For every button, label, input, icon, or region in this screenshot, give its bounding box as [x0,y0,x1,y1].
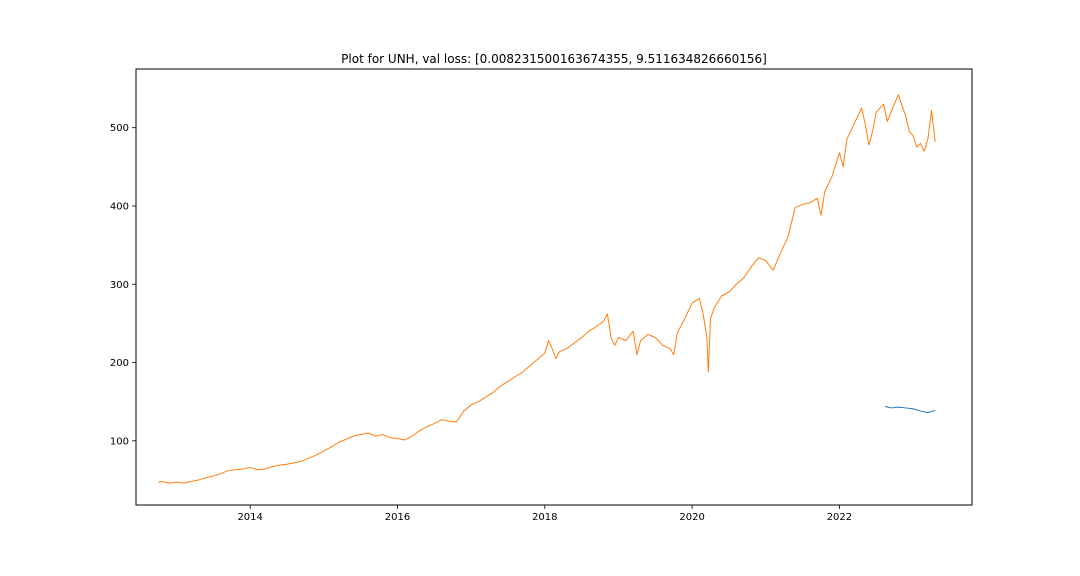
y-tick-label: 400 [110,201,129,212]
y-tick-label: 100 [110,436,129,447]
x-axis: 2014 2016 2018 2020 2022 [237,505,852,523]
x-tick-label: 2016 [385,512,410,523]
x-tick-label: 2014 [237,512,262,523]
series-line-1 [157,94,936,484]
y-axis: 100 200 300 400 500 [110,123,136,447]
y-tick-label: 200 [110,358,129,369]
x-tick-label: 2020 [679,512,704,523]
axes-frame [135,68,973,506]
series-line-2 [884,405,936,414]
y-tick-label: 300 [110,280,129,291]
chart-title: Plot for UNH, val loss: [0.0082315001636… [341,52,767,66]
x-tick-label: 2018 [532,512,557,523]
plot-area: 2014 2016 2018 2020 2022 100 200 300 400 500 [110,68,973,523]
x-tick-label: 2022 [827,512,852,523]
series-layer [157,94,936,484]
y-tick-label: 500 [110,123,129,134]
